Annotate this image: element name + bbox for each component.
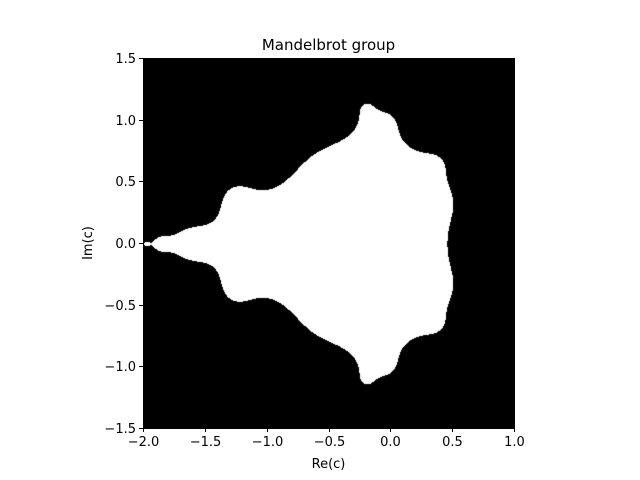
x-tick-label: −0.5: [314, 435, 346, 450]
x-tick-label: −1.5: [190, 435, 222, 450]
chart-title: Mandelbrot group: [262, 36, 395, 54]
x-tick-label: −2.0: [128, 435, 160, 450]
x-tick-label: 1.0: [504, 435, 525, 450]
y-axis-label: Im(c): [81, 226, 96, 260]
x-tick-label: 0.5: [442, 435, 463, 450]
y-tick-label: −0.5: [104, 299, 136, 314]
y-tick-label: −1.0: [104, 360, 136, 375]
y-tick-label: 1.0: [115, 114, 136, 129]
x-axis-ticks: −2.0 −1.5 −1.0 −0.5 0.0 0.5 1.0: [128, 428, 525, 450]
x-axis-label: Re(c): [312, 457, 346, 472]
x-tick-label: −1.0: [252, 435, 284, 450]
y-axis-ticks: −1.5 −1.0 −0.5 0.0 0.5 1.0 1.5: [104, 52, 143, 437]
y-tick-label: −1.5: [104, 422, 136, 437]
y-tick-label: 0.0: [115, 237, 136, 252]
y-tick-label: 1.5: [115, 52, 136, 67]
x-tick-label: 0.0: [380, 435, 401, 450]
mandelbrot-image: [144, 59, 515, 429]
y-tick-label: 0.5: [115, 175, 136, 190]
